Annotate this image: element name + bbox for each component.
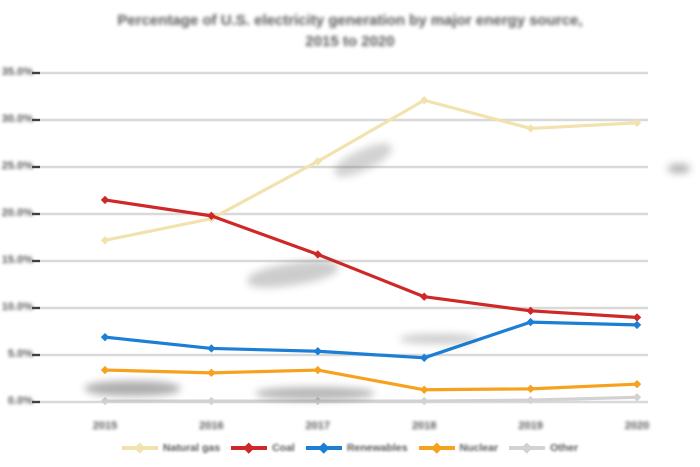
legend-diamond-marker-icon xyxy=(318,442,329,454)
data-point-marker xyxy=(526,306,535,316)
legend-item: Coal xyxy=(231,442,295,454)
data-point-marker xyxy=(632,118,642,128)
y-axis-label: 5.0% xyxy=(7,348,33,360)
data-point-marker xyxy=(526,124,535,133)
x-axis-label: 2018 xyxy=(411,420,437,432)
series-line-1 xyxy=(103,198,639,319)
legend-diamond-marker-icon xyxy=(430,442,442,454)
legend-diamond-marker-icon xyxy=(521,442,533,454)
legend-label: Renewables xyxy=(346,442,408,454)
data-point-marker xyxy=(100,365,110,375)
data-point-marker xyxy=(632,379,642,389)
data-point-marker xyxy=(420,96,429,105)
data-point-marker xyxy=(420,353,429,363)
data-point-marker xyxy=(420,292,429,301)
data-point-marker xyxy=(100,236,110,245)
y-axis-label: 30.0% xyxy=(1,113,33,125)
data-point-marker xyxy=(313,347,322,356)
legend-diamond-marker-icon xyxy=(134,442,145,454)
data-point-marker xyxy=(526,384,535,394)
data-point-marker xyxy=(100,332,110,342)
legend-label: Nuclear xyxy=(459,442,499,454)
data-point-marker xyxy=(207,396,216,406)
legend-item: Natural gas xyxy=(121,442,221,454)
legend-line-swatch xyxy=(121,442,158,454)
series-line-0 xyxy=(103,98,639,242)
redaction-smudge xyxy=(400,334,478,344)
redaction-smudge xyxy=(668,164,690,173)
legend-diamond-marker-icon xyxy=(243,442,255,454)
x-axis-label: 2019 xyxy=(518,420,543,432)
data-point-marker xyxy=(526,395,535,405)
data-point-marker xyxy=(313,157,322,166)
x-axis-label: 2015 xyxy=(92,420,118,432)
y-axis-label: 25.0% xyxy=(1,160,33,172)
data-point-marker xyxy=(420,385,429,394)
chart-title-line2: 2015 to 2020 xyxy=(305,33,395,50)
data-point-marker xyxy=(632,393,642,402)
series-line-3 xyxy=(103,368,639,392)
data-point-marker xyxy=(207,344,216,353)
legend-label: Natural gas xyxy=(162,442,221,454)
chart-title-line1: Percentage of U.S. electricity generatio… xyxy=(117,12,583,29)
y-axis-label: 10.0% xyxy=(1,301,33,313)
legend-line-swatch xyxy=(231,442,268,454)
x-axis-label: 2020 xyxy=(624,420,650,432)
y-axis-label: 35.0% xyxy=(1,66,33,78)
legend-line-swatch xyxy=(305,442,342,454)
legend-item: Renewables xyxy=(305,442,408,454)
data-point-marker xyxy=(313,396,322,406)
data-point-marker xyxy=(313,365,322,375)
data-point-marker xyxy=(420,396,429,406)
y-axis-label: 20.0% xyxy=(1,207,33,219)
y-axis-label: 15.0% xyxy=(1,254,33,266)
data-point-marker xyxy=(526,317,535,327)
data-point-marker xyxy=(632,313,642,322)
data-point-marker xyxy=(100,396,110,406)
legend-item: Nuclear xyxy=(418,442,499,454)
legend-line-swatch xyxy=(509,442,546,454)
redaction-smudge xyxy=(85,381,180,396)
legend: Natural gas Coal Renewables Nuclear Other xyxy=(0,440,700,456)
series-line-4 xyxy=(103,395,639,403)
legend-label: Other xyxy=(550,442,579,454)
series-line-2 xyxy=(103,320,639,360)
x-axis-label: 2017 xyxy=(305,420,331,432)
data-point-marker xyxy=(313,250,322,259)
data-point-marker xyxy=(632,320,642,330)
data-point-marker xyxy=(100,195,110,205)
data-point-marker xyxy=(207,211,216,221)
data-point-marker xyxy=(207,368,216,378)
redaction-smudge xyxy=(256,387,374,400)
legend-line-swatch xyxy=(418,442,455,454)
y-axis-label: 0.0% xyxy=(7,395,33,407)
x-axis-label: 2016 xyxy=(199,420,224,432)
legend-label: Coal xyxy=(272,442,295,454)
legend-item: Other xyxy=(509,442,578,454)
